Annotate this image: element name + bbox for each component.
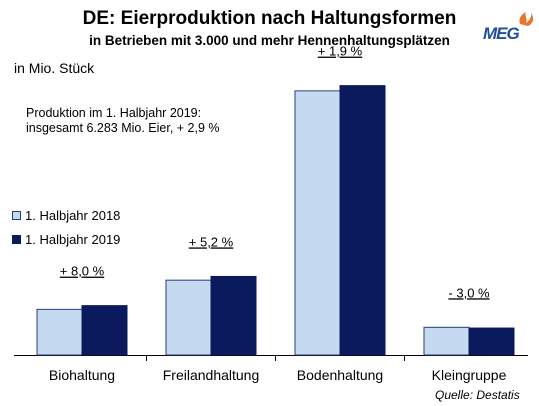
legend-label-2018: 1. Halbjahr 2018 [25, 208, 121, 223]
bar-2018-bodenhaltung [294, 90, 341, 356]
unit-label: in Mio. Stück [14, 60, 95, 76]
legend-item-2019: 1. Halbjahr 2019 [12, 232, 120, 247]
category-label-kleingruppe: Kleingruppe [432, 367, 507, 383]
chart-title: DE: Eierproduktion nach Haltungsformen [82, 8, 457, 29]
legend-swatch-2019 [12, 235, 21, 244]
logo-text: MEG [483, 24, 520, 43]
legend-item-2018: 1. Halbjahr 2018 [12, 208, 120, 223]
bar-2019-kleingruppe [468, 327, 515, 356]
bar-2018-freilandhaltung [165, 279, 212, 356]
category-label-bodenhaltung: Bodenhaltung [297, 367, 383, 383]
bar-2019-freilandhaltung [210, 275, 257, 356]
change-label-kleingruppe: - 3,0 % [448, 285, 490, 300]
change-label-bodenhaltung: + 1,9 % [318, 44, 363, 59]
production-note: Produktion im 1. Halbjahr 2019: insgesam… [26, 106, 220, 136]
source-note: Quelle: Destatis [435, 388, 520, 402]
bar-2018-kleingruppe [423, 326, 470, 356]
change-label-biohaltung: + 8,0 % [60, 264, 105, 279]
category-label-freilandhaltung: Freilandhaltung [163, 367, 260, 383]
change-label-freilandhaltung: + 5,2 % [189, 234, 234, 249]
note-line-2: insgesamt 6.283 Mio. Eier, + 2,9 % [26, 121, 220, 135]
legend-label-2019: 1. Halbjahr 2019 [25, 232, 121, 247]
chart-subtitle: in Betrieben mit 3.000 und mehr Hennenha… [89, 33, 450, 48]
bar-2019-bodenhaltung [339, 85, 386, 356]
bar-2019-biohaltung [81, 305, 128, 356]
note-line-1: Produktion im 1. Halbjahr 2019: [26, 106, 202, 120]
legend-swatch-2018 [12, 211, 21, 220]
category-label-biohaltung: Biohaltung [49, 367, 115, 383]
flame-icon [519, 12, 534, 26]
bar-2018-biohaltung [36, 308, 83, 356]
